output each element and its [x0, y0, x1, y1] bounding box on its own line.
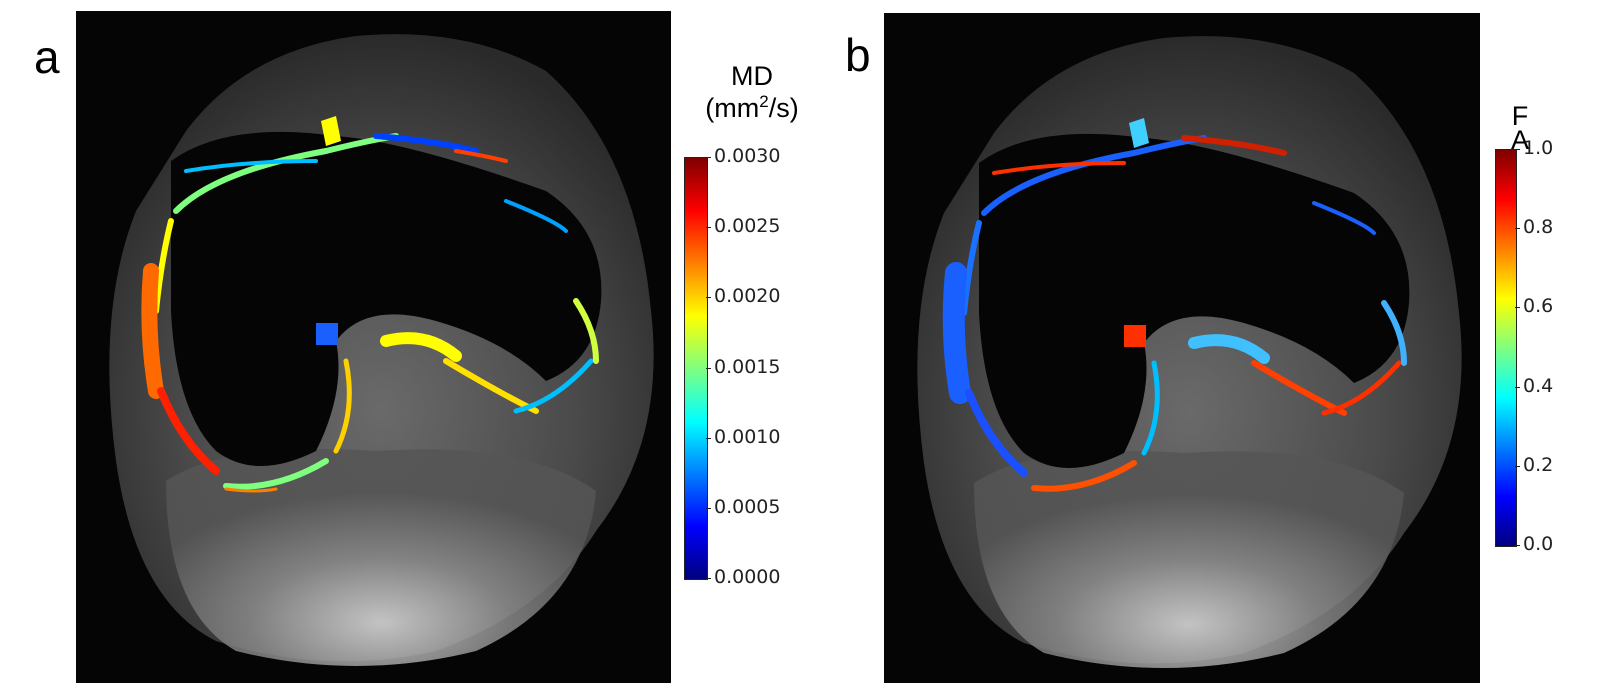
- fa-overlay: [942, 135, 1407, 492]
- colorbar-b-tick-label: 0.0: [1523, 533, 1554, 555]
- colorbar-b-tick-label: 0.6: [1523, 295, 1554, 318]
- unit-superscript: 2: [759, 92, 769, 112]
- colorbar-b-tick-label: 0.2: [1523, 453, 1554, 476]
- colorbar-a-tick-label: 0.0005: [714, 495, 781, 518]
- colorbar-b-tick-mark: [1515, 228, 1520, 230]
- colorbar-b-tick-label: 0.4: [1523, 374, 1554, 397]
- panel-b-label: b: [845, 29, 871, 81]
- md-spot-top: [321, 116, 341, 146]
- mri-scan-b: [917, 36, 1462, 668]
- colorbar-a-tick-mark: [706, 578, 711, 579]
- colorbar-a-tick-mark: [706, 507, 711, 509]
- md-spot: [316, 323, 338, 345]
- colorbar-a-tick-mark: [706, 297, 711, 299]
- mri-scan-a: [109, 34, 654, 666]
- fa-spot-top: [1129, 118, 1149, 148]
- femur-region: [979, 133, 1410, 468]
- unit-prefix: (mm: [705, 93, 760, 124]
- colorbar-b-tick-mark: [1515, 465, 1520, 467]
- colorbar-a-title-line1: MD: [731, 61, 773, 91]
- colorbar-a-tick-label: 0.0010: [714, 425, 781, 448]
- colorbar-a-tick-label: 0.0000: [714, 566, 781, 588]
- colorbar-a-tick-mark: [706, 227, 711, 229]
- mri-knee-image-md: [76, 11, 671, 683]
- md-overlay: [141, 133, 599, 493]
- unit-suffix: /s): [768, 93, 799, 124]
- colorbar-b-title-line1: F: [1511, 101, 1529, 131]
- colorbar-b: [1495, 149, 1517, 547]
- colorbar-b-tick-label: 0.8: [1523, 216, 1554, 239]
- colorbar-a-tick-mark: [706, 157, 711, 158]
- panel-a-label: a: [34, 31, 60, 83]
- lower-bone: [166, 449, 596, 666]
- colorbar-a-tick-mark: [706, 367, 711, 369]
- colorbar-a-tick-label: 0.0025: [714, 215, 781, 238]
- colorbar-b-tick-mark: [1515, 307, 1520, 309]
- colorbar-b-title: F A: [1500, 100, 1540, 157]
- colorbar-a-title-line2: (mm2/s): [682, 92, 822, 124]
- colorbar-a-tick-label: 0.0015: [714, 355, 781, 378]
- colorbar-a-title: MD (mm2/s): [682, 60, 822, 125]
- colorbar-b-tick-label: 1.0: [1523, 137, 1554, 159]
- mri-knee-image-fa: [884, 13, 1480, 683]
- fa-spot: [1124, 325, 1146, 347]
- femur-region: [171, 131, 602, 466]
- colorbar-a: [684, 157, 708, 580]
- colorbar-a-tick-label: 0.0020: [714, 285, 781, 308]
- lower-bone: [974, 451, 1404, 668]
- colorbar-b-title-line2: A: [1510, 125, 1529, 156]
- colorbar-b-tick-mark: [1515, 386, 1520, 388]
- colorbar-b-tick-mark: [1515, 149, 1520, 150]
- colorbar-a-tick-mark: [706, 437, 711, 439]
- colorbar-b-tick-mark: [1515, 545, 1520, 546]
- colorbar-a-tick-label: 0.0030: [714, 145, 781, 167]
